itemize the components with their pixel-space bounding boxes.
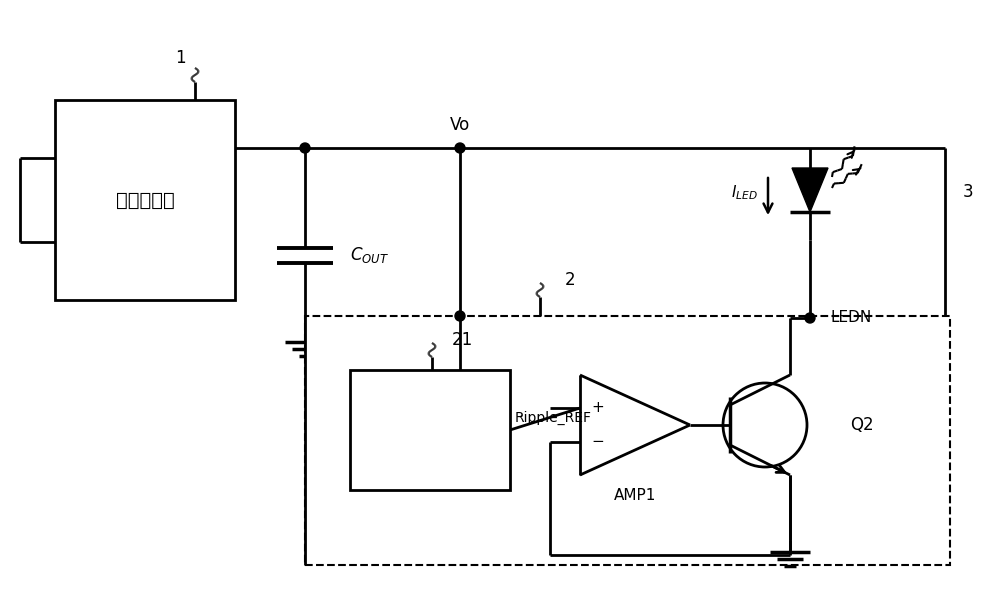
Text: 直流变换器: 直流变换器 [116, 190, 174, 209]
Text: $C_{OUT}$: $C_{OUT}$ [350, 245, 389, 265]
Text: 采样电路: 采样电路 [410, 436, 450, 454]
Text: 纹波电压: 纹波电压 [410, 406, 450, 424]
Polygon shape [792, 168, 828, 212]
Circle shape [805, 313, 815, 323]
Circle shape [455, 143, 465, 153]
Text: $I_{LED}$: $I_{LED}$ [731, 184, 758, 203]
Text: AMP1: AMP1 [614, 488, 656, 502]
Text: Vo: Vo [450, 116, 470, 134]
Text: LEDN: LEDN [830, 311, 871, 325]
Text: −: − [592, 435, 604, 449]
Text: 2: 2 [565, 271, 576, 289]
Bar [55, 100, 235, 300]
Text: 1: 1 [175, 49, 185, 67]
Bar [350, 370, 510, 490]
Bar [305, 316, 950, 565]
Text: +: + [592, 400, 604, 416]
Text: 21: 21 [452, 331, 473, 349]
Text: Ripple_REF: Ripple_REF [515, 411, 592, 425]
Circle shape [300, 143, 310, 153]
Text: Q2: Q2 [850, 416, 874, 434]
Text: 3: 3 [963, 183, 974, 201]
Circle shape [455, 311, 465, 321]
